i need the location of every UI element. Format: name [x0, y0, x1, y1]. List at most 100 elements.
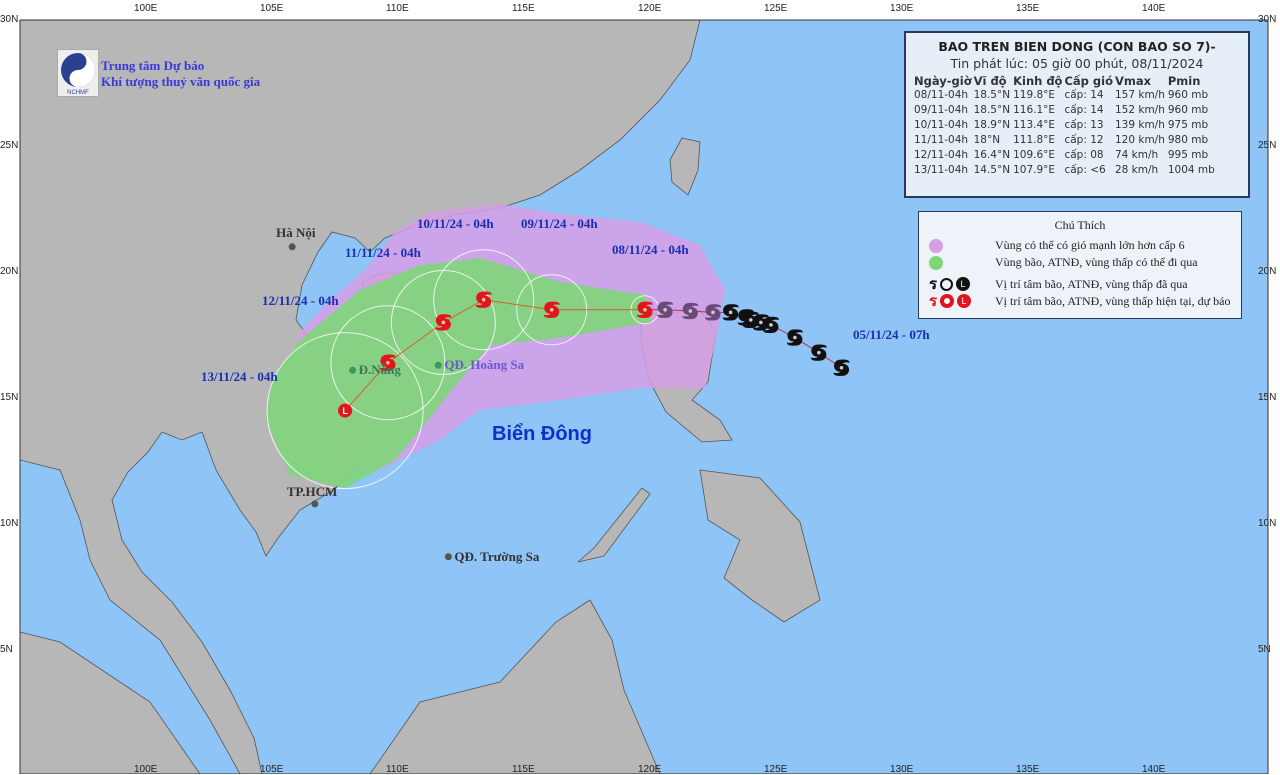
place-marker: [444, 553, 452, 561]
table-cell: cấp: <6: [1064, 164, 1106, 176]
lon-tick-label: 125E: [764, 3, 788, 14]
lon-tick-label: 125E: [764, 764, 788, 775]
forecast-table: Ngày-giờ Vĩ độ Kinh độ Cấp gió Vmax Pmin…: [914, 73, 1218, 178]
table-cell: 995 mb: [1167, 149, 1209, 161]
lat-tick-label: 30N: [1258, 14, 1277, 25]
table-cell: 975 mb: [1167, 119, 1209, 131]
table-cell: 11/11-04h: [914, 134, 969, 146]
low-pressure-icon: L: [957, 294, 972, 308]
legend-label: Vị trí tâm bão, ATNĐ, vùng thấp hiện tại…: [995, 293, 1231, 308]
table-row: 12/11-04h 16.4°N 109.6°E cấp: 08 74 km/h 995 …: [914, 148, 1218, 163]
table-cell: cấp: 12: [1064, 134, 1104, 146]
depression-circle-icon: [940, 294, 955, 308]
lat-tick-label: 15N: [1258, 392, 1277, 403]
table-cell: 980 mb: [1167, 134, 1209, 146]
lat-tick-label: 25N: [1258, 140, 1277, 151]
table-cell: 12/11-04h: [914, 149, 969, 161]
lon-tick-label: 105E: [260, 764, 284, 775]
green-circle-icon: [929, 255, 943, 270]
legend-item-current-forecast-position: ร L Vị trí tâm bão, ATNĐ, vùng thấp hiện…: [929, 289, 1230, 313]
table-cell: 28 km/h: [1114, 164, 1159, 176]
legend-label: Vị trí tâm bão, ATNĐ, vùng thấp đã qua: [995, 276, 1188, 291]
legend-title: Chú Thích: [1054, 218, 1106, 232]
lon-tick-label: 110E: [386, 3, 409, 14]
land-taiwan: [669, 137, 701, 196]
col-header: Vĩ độ: [973, 74, 1007, 88]
lon-tick-label: 130E: [890, 764, 914, 775]
past-storm-icon: [705, 304, 721, 321]
table-cell: 111.8°E: [1013, 134, 1056, 146]
track-label-1111: 11/11/24 - 04h: [345, 245, 421, 260]
place-marker: [349, 366, 357, 374]
issue-time: Tin phát lúc: 05 giờ 00 phút, 08/11/2024: [950, 56, 1204, 71]
past-storm-icon: [833, 359, 850, 376]
past-storm-icon: [762, 316, 779, 334]
col-header: Vmax: [1114, 74, 1152, 88]
lon-tick-label: 120E: [638, 764, 662, 775]
legend-item-wind-zone: Vùng có thể có gió mạnh lớn hơn cấp 6: [929, 238, 1185, 253]
nchmf-logo: NCHMF: [57, 49, 99, 97]
table-cell: 16.4°N: [973, 149, 1011, 161]
place-marker: [434, 361, 442, 369]
low-pressure-icon: L: [956, 277, 971, 291]
legend-box: Chú Thích Vùng có thể có gió mạnh lớn hơ…: [918, 211, 1242, 319]
lat-tick-label: 10N: [0, 518, 19, 529]
org-line-2: Khí tượng thuỷ văn quốc gia: [101, 74, 261, 89]
track-label-1311: 13/11/24 - 04h: [201, 369, 278, 384]
svg-text:NCHMF: NCHMF: [67, 90, 89, 96]
track-label-0911: 09/11/24 - 04h: [521, 216, 598, 231]
lon-tick-label: 135E: [1016, 3, 1040, 14]
storm-symbol-icon: ร: [929, 277, 938, 293]
forecast-radius-circle: [330, 305, 446, 421]
forecast-storm-icon: [435, 314, 452, 331]
table-cell: 18.5°N: [973, 104, 1011, 116]
lon-tick-label: 115E: [512, 3, 535, 14]
forecast-track-line: [344, 299, 645, 411]
track-label-1011: 10/11/24 - 04h: [417, 216, 494, 231]
lat-tick-label: 5N: [0, 644, 13, 655]
table-cell: 74 km/h: [1114, 149, 1159, 161]
place-label: QĐ. Hoàng Sa: [444, 357, 525, 373]
forecast-storm-icon: [379, 354, 396, 371]
place-label: Hà Nội: [276, 224, 316, 240]
forecast-storm-icon: [475, 291, 492, 308]
lon-tick-label: 135E: [1016, 764, 1040, 775]
table-cell: cấp: 14: [1064, 89, 1104, 101]
col-header: Ngày-giờ: [914, 74, 972, 88]
past-storm-icon: [657, 301, 674, 318]
table-cell: 18°N: [973, 134, 1001, 146]
lat-tick-label: 15N: [0, 392, 19, 403]
low-pressure-icon: L: [338, 403, 353, 418]
table-row: 08/11-04h 18.5°N 119.8°E cấp: 14 157 km/h 960…: [914, 88, 1218, 103]
track-label-0811: 08/11/24 - 04h: [612, 242, 689, 257]
forecast-info-box: BAO TREN BIEN DONG (CON BAO SO 7)- Tin p…: [904, 31, 1250, 198]
land-palawan: [577, 487, 651, 563]
table-cell: 18.5°N: [973, 89, 1011, 101]
track-label-1211: 12/11/24 - 04h: [262, 293, 339, 308]
table-cell: cấp: 13: [1064, 119, 1104, 131]
track-label-0511: 05/11/24 - 07h: [853, 327, 930, 342]
land-borneo: [369, 599, 661, 774]
svg-text:L: L: [342, 406, 348, 416]
lat-tick-label: 5N: [1258, 644, 1271, 655]
table-cell: 18.9°N: [973, 119, 1011, 131]
table-cell: 113.4°E: [1013, 119, 1056, 131]
table-cell: 09/11-04h: [914, 104, 969, 116]
lat-tick-label: 20N: [0, 266, 19, 277]
lat-tick-label: 25N: [0, 140, 19, 151]
table-cell: 960 mb: [1167, 104, 1209, 116]
org-line-1: Trung tâm Dự báo: [101, 58, 205, 73]
place-marker: [288, 243, 296, 251]
lon-tick-label: 100E: [134, 764, 158, 775]
col-header: Cấp gió: [1064, 74, 1113, 88]
table-cell: 119.8°E: [1013, 89, 1056, 101]
past-storm-icon: [810, 344, 827, 361]
place-marker: [311, 500, 319, 508]
table-row: 10/11-04h 18.9°N 113.4°E cấp: 13 139 km/h 975…: [914, 118, 1218, 133]
legend-item-storm-zone: Vùng bão, ATNĐ, vùng thấp có thể đi qua: [929, 255, 1198, 270]
lon-tick-label: 120E: [638, 3, 662, 14]
table-cell: 139 km/h: [1114, 119, 1165, 131]
forecast-storm-icon: [636, 301, 653, 318]
table-row: 09/11-04h 18.5°N 116.1°E cấp: 14 152 km/h 960…: [914, 103, 1218, 118]
lon-tick-label: 110E: [386, 764, 409, 775]
